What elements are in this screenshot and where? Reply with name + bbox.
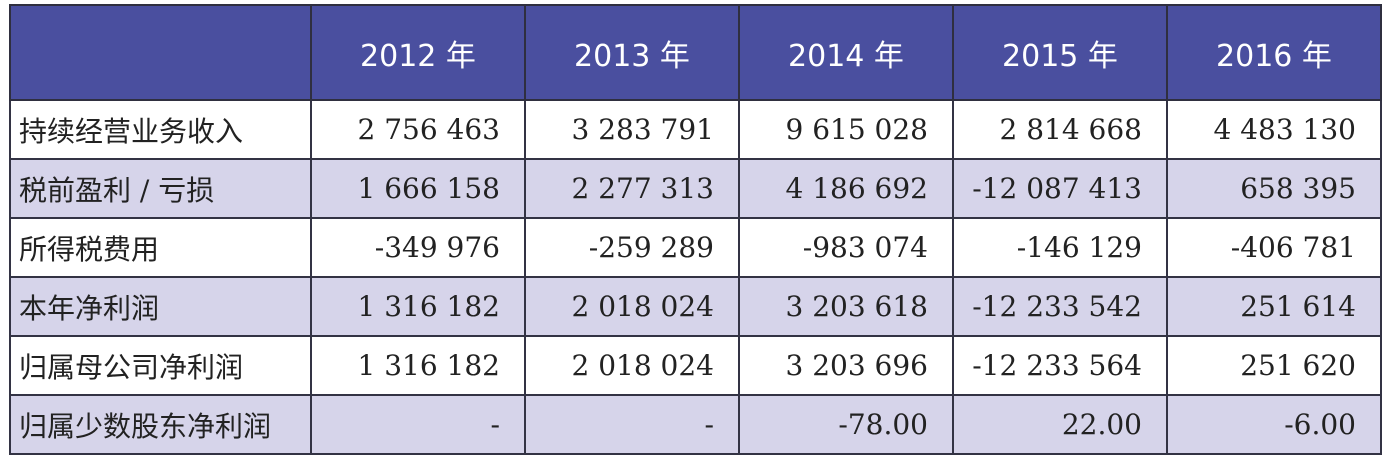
table-cell: 4 483 130 <box>1166 99 1382 160</box>
row-label: 归属少数股东净利润 <box>9 394 312 455</box>
table-cell: 1 666 158 <box>310 158 526 219</box>
table-row-income-tax: 所得税费用 -349 976 -259 289 -983 074 -146 12… <box>9 217 1382 278</box>
header-year-2012: 2012 年 <box>310 4 526 101</box>
header-year-2016: 2016 年 <box>1166 4 1382 101</box>
header-year-2013: 2013 年 <box>524 4 740 101</box>
table-cell: -78.00 <box>738 394 954 455</box>
table-cell: 9 615 028 <box>738 99 954 160</box>
table-cell: -12 233 542 <box>952 276 1168 337</box>
table-cell: 1 316 182 <box>310 276 526 337</box>
table-cell: -406 781 <box>1166 217 1382 278</box>
table-cell: 3 283 791 <box>524 99 740 160</box>
financial-table: 2012 年 2013 年 2014 年 2015 年 2016 年 持续经营业… <box>9 4 1382 455</box>
table-cell: 3 203 696 <box>738 335 954 396</box>
financial-table-container: 2012 年 2013 年 2014 年 2015 年 2016 年 持续经营业… <box>9 4 1382 455</box>
table-cell: -259 289 <box>524 217 740 278</box>
table-cell: -12 087 413 <box>952 158 1168 219</box>
table-cell: 1 316 182 <box>310 335 526 396</box>
table-cell: -349 976 <box>310 217 526 278</box>
table-cell: -6.00 <box>1166 394 1382 455</box>
table-row-revenue: 持续经营业务收入 2 756 463 3 283 791 9 615 028 2… <box>9 99 1382 160</box>
table-cell: 2 814 668 <box>952 99 1168 160</box>
table-row-pretax-profit: 税前盈利 / 亏损 1 666 158 2 277 313 4 186 692 … <box>9 158 1382 219</box>
table-row-minority-net-profit: 归属少数股东净利润 - - -78.00 22.00 -6.00 <box>9 394 1382 455</box>
row-label: 本年净利润 <box>9 276 312 337</box>
row-label: 持续经营业务收入 <box>9 99 312 160</box>
table-cell: 3 203 618 <box>738 276 954 337</box>
table-cell: 2 756 463 <box>310 99 526 160</box>
table-cell: - <box>310 394 526 455</box>
table-cell: - <box>524 394 740 455</box>
row-label: 归属母公司净利润 <box>9 335 312 396</box>
table-cell: 22.00 <box>952 394 1168 455</box>
header-year-2014: 2014 年 <box>738 4 954 101</box>
table-cell: 2 018 024 <box>524 335 740 396</box>
table-cell: -146 129 <box>952 217 1168 278</box>
row-label: 所得税费用 <box>9 217 312 278</box>
table-cell: 2 277 313 <box>524 158 740 219</box>
table-row-parent-net-profit: 归属母公司净利润 1 316 182 2 018 024 3 203 696 -… <box>9 335 1382 396</box>
table-cell: 251 614 <box>1166 276 1382 337</box>
table-cell: 4 186 692 <box>738 158 954 219</box>
row-label: 税前盈利 / 亏损 <box>9 158 312 219</box>
table-cell: 658 395 <box>1166 158 1382 219</box>
table-cell: -983 074 <box>738 217 954 278</box>
header-row: 2012 年 2013 年 2014 年 2015 年 2016 年 <box>9 4 1382 101</box>
table-row-net-profit: 本年净利润 1 316 182 2 018 024 3 203 618 -12 … <box>9 276 1382 337</box>
table-cell: 251 620 <box>1166 335 1382 396</box>
table-cell: 2 018 024 <box>524 276 740 337</box>
table-cell: -12 233 564 <box>952 335 1168 396</box>
header-corner <box>9 4 312 101</box>
header-year-2015: 2015 年 <box>952 4 1168 101</box>
